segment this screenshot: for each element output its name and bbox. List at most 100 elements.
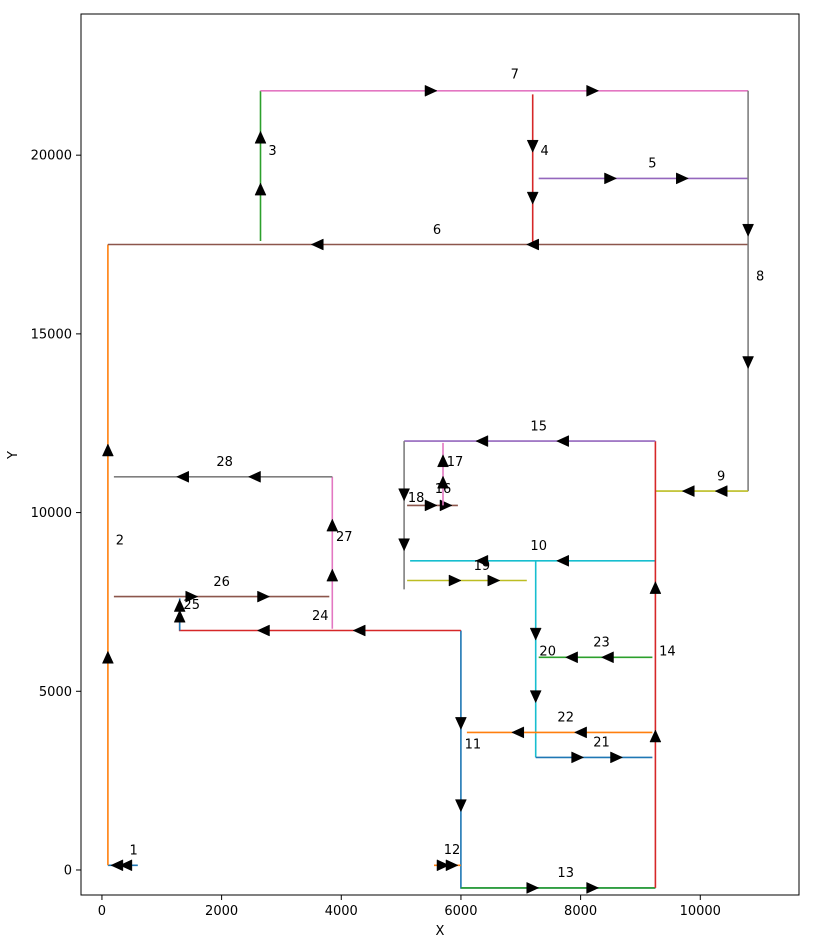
arrow-marker-26-1 bbox=[185, 590, 199, 603]
segment-label-15: 15 bbox=[530, 419, 547, 434]
segment-label-21: 21 bbox=[593, 736, 610, 751]
arrow-marker-18-1 bbox=[398, 488, 410, 502]
x-tick-layer: 0 2000 4000 6000 8000 10000 bbox=[98, 895, 721, 919]
arrow-marker-12-2 bbox=[445, 859, 459, 872]
y-tick-label-10000: 10000 bbox=[31, 506, 72, 521]
segment-label-9: 9 bbox=[717, 469, 725, 484]
arrow-marker-27-1 bbox=[326, 568, 339, 582]
arrow-marker-28-1 bbox=[247, 470, 261, 483]
x-tick-label-0: 0 bbox=[98, 904, 106, 919]
series-14 bbox=[649, 441, 662, 888]
arrow-marker-21-1 bbox=[571, 751, 585, 764]
segment-label-13: 13 bbox=[557, 866, 574, 881]
series-5 bbox=[538, 172, 749, 185]
series-13 bbox=[460, 882, 656, 894]
series-27 bbox=[326, 476, 339, 629]
segment-label-27: 27 bbox=[336, 530, 353, 545]
series-22 bbox=[466, 726, 653, 739]
arrow-marker-19-1 bbox=[448, 574, 462, 587]
arrow-marker-3-1 bbox=[254, 182, 267, 196]
series-15 bbox=[404, 435, 656, 447]
arrow-marker-11-2 bbox=[455, 799, 467, 813]
arrow-marker-27-2 bbox=[326, 518, 339, 532]
arrow-marker-10-1 bbox=[556, 554, 569, 567]
arrow-marker-18-2 bbox=[398, 538, 410, 552]
segment-label-26: 26 bbox=[213, 575, 230, 590]
series-20 bbox=[529, 560, 542, 758]
arrow-marker-2-1 bbox=[102, 650, 114, 664]
segment-label-7: 7 bbox=[511, 67, 519, 82]
arrow-marker-13-2 bbox=[586, 882, 600, 894]
arrow-marker-13-1 bbox=[526, 882, 540, 894]
arrow-marker-7-1 bbox=[424, 84, 438, 97]
segment-label-25: 25 bbox=[183, 598, 200, 613]
series-12 bbox=[434, 859, 461, 872]
arrow-marker-6-1 bbox=[526, 238, 539, 251]
segment-label-5: 5 bbox=[648, 157, 656, 172]
segment-label-3: 3 bbox=[268, 144, 276, 159]
arrow-marker-17-1 bbox=[437, 475, 449, 489]
segment-label-17: 17 bbox=[447, 455, 464, 470]
arrow-marker-10-2 bbox=[475, 554, 489, 567]
segment-label-19: 19 bbox=[474, 559, 491, 574]
arrow-marker-17-2 bbox=[437, 454, 449, 468]
segment-label-23: 23 bbox=[593, 636, 610, 651]
plot-frame bbox=[80, 13, 800, 896]
series-2 bbox=[102, 244, 114, 866]
arrow-marker-4-2 bbox=[526, 191, 539, 205]
arrow-marker-15-1 bbox=[556, 435, 569, 447]
arrow-marker-23-2 bbox=[564, 651, 578, 664]
segment-label-11: 11 bbox=[465, 738, 482, 753]
series-6 bbox=[107, 238, 749, 251]
arrow-marker-22-1 bbox=[573, 726, 587, 739]
y-tick-label-15000: 15000 bbox=[31, 327, 72, 342]
x-axis-label: X bbox=[436, 924, 445, 939]
arrow-marker-25-1 bbox=[173, 609, 186, 623]
y-axis-label: Y bbox=[6, 451, 21, 460]
y-tick-label-0: 0 bbox=[64, 863, 72, 878]
arrow-marker-19-2 bbox=[487, 574, 501, 587]
series-26 bbox=[113, 590, 330, 603]
segment-label-22: 22 bbox=[557, 711, 574, 726]
plot-background bbox=[81, 14, 799, 895]
arrow-marker-8-1 bbox=[742, 223, 754, 237]
series-21 bbox=[535, 751, 653, 764]
arrow-marker-24-2 bbox=[256, 624, 270, 637]
x-tick-label-8000: 8000 bbox=[564, 904, 597, 919]
series-17 bbox=[437, 442, 449, 506]
series-23 bbox=[538, 651, 653, 664]
segment-label-16: 16 bbox=[435, 482, 452, 497]
arrow-marker-16-1 bbox=[424, 499, 438, 512]
arrow-marker-23-1 bbox=[600, 651, 614, 664]
arrow-marker-7-2 bbox=[586, 84, 600, 97]
arrow-marker-28-2 bbox=[176, 470, 189, 483]
series-4 bbox=[526, 94, 539, 245]
arrow-marker-1-2 bbox=[119, 859, 133, 872]
series-19 bbox=[407, 574, 527, 587]
arrow-marker-12-1 bbox=[436, 859, 450, 872]
segment-label-layer: 123 4567891011121314151617181920212223242… bbox=[116, 67, 764, 881]
arrow-marker-11-1 bbox=[455, 717, 467, 731]
segment-label-1: 1 bbox=[130, 844, 138, 859]
y-tick-label-5000: 5000 bbox=[39, 685, 72, 700]
x-tick-label-4000: 4000 bbox=[325, 904, 358, 919]
segment-label-10: 10 bbox=[530, 539, 547, 554]
arrow-marker-20-1 bbox=[529, 627, 542, 641]
segment-label-24: 24 bbox=[312, 609, 329, 624]
segment-label-14: 14 bbox=[659, 645, 676, 660]
segment-label-28: 28 bbox=[216, 455, 233, 470]
arrow-marker-8-2 bbox=[742, 356, 754, 370]
arrow-marker-9-1 bbox=[714, 485, 728, 497]
series-9 bbox=[655, 485, 749, 497]
series-8 bbox=[742, 90, 754, 492]
series-10 bbox=[410, 554, 656, 567]
segment-label-8: 8 bbox=[756, 269, 764, 284]
segment-label-2: 2 bbox=[116, 534, 124, 549]
segment-label-12: 12 bbox=[444, 843, 461, 858]
series-7 bbox=[260, 84, 749, 97]
x-tick-label-10000: 10000 bbox=[680, 904, 721, 919]
segment-label-4: 4 bbox=[541, 144, 549, 159]
segment-label-6: 6 bbox=[433, 223, 441, 238]
arrow-marker-21-2 bbox=[610, 751, 624, 764]
